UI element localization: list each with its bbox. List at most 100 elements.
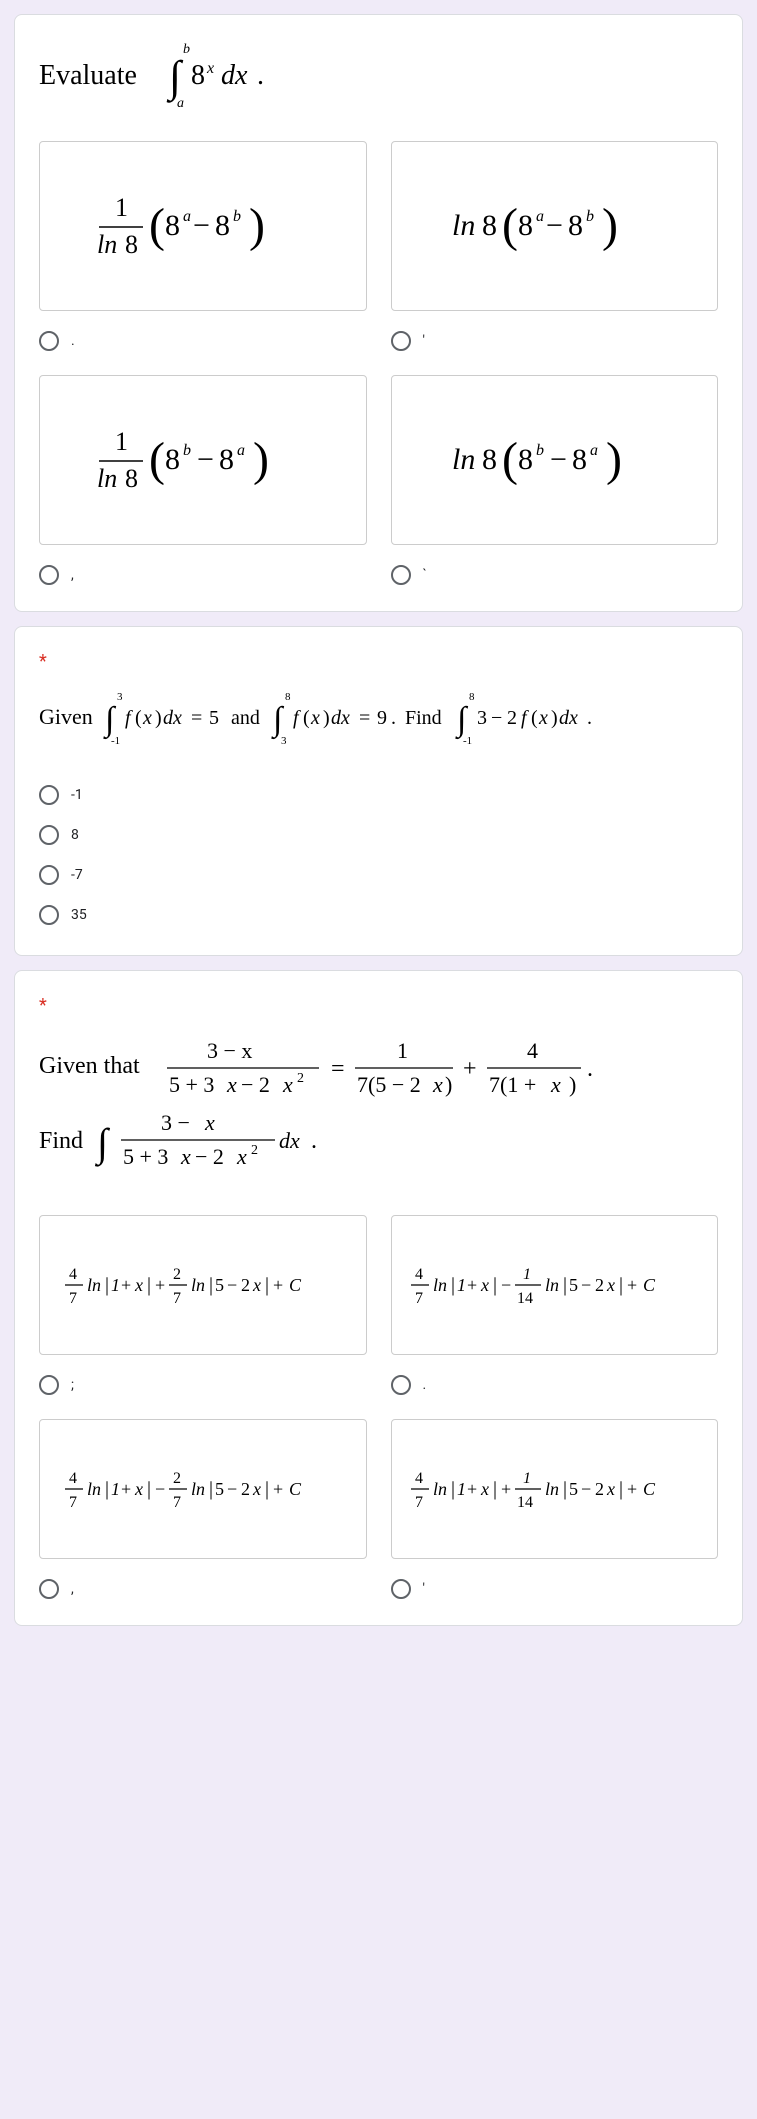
svg-text:2: 2 <box>241 1275 250 1295</box>
q3-option-0-formula: 4 7 ln | 1 + x | + 2 7 ln | 5 − <box>39 1215 367 1355</box>
svg-text:|: | <box>493 1478 497 1500</box>
svg-text:8: 8 <box>568 209 583 242</box>
q3-option-2-label: , <box>71 1581 74 1597</box>
radio-icon[interactable] <box>39 865 59 885</box>
q1-prompt-svg: Evaluate ∫ a b 8 x dx . <box>39 39 299 109</box>
svg-text:2: 2 <box>173 1266 181 1283</box>
q3-option-3-radio-row[interactable]: ' <box>391 1573 719 1605</box>
radio-icon[interactable] <box>39 825 59 845</box>
q3-option-2-formula: 4 7 ln | 1 + x | − 2 7 ln | 5 − <box>39 1419 367 1559</box>
radio-icon[interactable] <box>39 905 59 925</box>
svg-text:b: b <box>183 42 190 57</box>
svg-text:Find: Find <box>39 1128 83 1154</box>
svg-text:a: a <box>183 208 191 225</box>
q3-option-2-radio-row[interactable]: , <box>39 1573 367 1605</box>
svg-text:a: a <box>536 208 544 225</box>
q2-answer-0[interactable]: -1 <box>39 775 718 815</box>
svg-text:5: 5 <box>569 1275 578 1295</box>
radio-icon[interactable] <box>39 785 59 805</box>
svg-text:f: f <box>293 707 301 729</box>
q2-answer-0-label: -1 <box>71 787 83 803</box>
q1-option-b: ln 8 ( 8 a − 8 b ) ' <box>391 141 719 357</box>
q3-option-0-radio-row[interactable]: ; <box>39 1369 367 1401</box>
q2-prompt: Given ∫ -1 3 f ( x ) dx = 5 and ∫ 3 8 f … <box>39 684 718 755</box>
svg-text:|: | <box>563 1274 567 1296</box>
svg-text:|: | <box>265 1478 269 1500</box>
svg-text:Find: Find <box>405 707 442 729</box>
q2-answer-1[interactable]: 8 <box>39 815 718 855</box>
radio-icon[interactable] <box>39 565 59 585</box>
svg-text:7: 7 <box>415 1494 423 1511</box>
q3-option-1-radio-row[interactable]: . <box>391 1369 719 1401</box>
q3-prompt: Given that 3 − x 5 + 3 x − 2 x 2 = 1 7(5… <box>39 1028 718 1191</box>
radio-icon[interactable] <box>391 565 411 585</box>
svg-text:7: 7 <box>173 1494 181 1511</box>
svg-text:ln: ln <box>87 1479 101 1499</box>
svg-text:f: f <box>125 707 133 729</box>
q3-option-0: 4 7 ln | 1 + x | + 2 7 ln | 5 − <box>39 1215 367 1401</box>
svg-text:7(1 +: 7(1 + <box>489 1072 536 1097</box>
svg-text:8: 8 <box>125 464 138 493</box>
q1-option-d-radio-row[interactable]: ` <box>391 559 719 591</box>
q2-answer-list: -1 8 -7 35 <box>39 775 718 935</box>
q2-answer-3[interactable]: 35 <box>39 895 718 935</box>
radio-icon[interactable] <box>39 331 59 351</box>
q3-option-0-label: ; <box>71 1377 74 1393</box>
svg-text:8: 8 <box>518 443 533 476</box>
q1-option-a-radio-row[interactable]: . <box>39 325 367 357</box>
q3-option-2: 4 7 ln | 1 + x | − 2 7 ln | 5 − <box>39 1419 367 1605</box>
svg-text:7: 7 <box>415 1290 423 1307</box>
q1-option-b-radio-row[interactable]: ' <box>391 325 719 357</box>
q3-option-3: 4 7 ln | 1 + x | + 1 14 ln | 5 − <box>391 1419 719 1605</box>
q2-answer-3-label: 35 <box>71 907 87 923</box>
svg-text:.: . <box>311 1128 317 1154</box>
svg-text:8: 8 <box>572 443 587 476</box>
q2-required-mark: * <box>39 651 718 672</box>
svg-text:dx: dx <box>163 707 182 729</box>
svg-text:2: 2 <box>595 1479 604 1499</box>
svg-text:−: − <box>227 1275 237 1295</box>
svg-text:7(5 − 2: 7(5 − 2 <box>357 1072 421 1097</box>
svg-text:.: . <box>587 1056 593 1082</box>
q1-option-b-label: ' <box>423 333 425 349</box>
svg-text:1: 1 <box>115 427 128 456</box>
svg-text:b: b <box>586 208 594 225</box>
q2-answer-2[interactable]: -7 <box>39 855 718 895</box>
svg-text:−: − <box>227 1479 237 1499</box>
svg-text:.: . <box>391 707 396 729</box>
svg-text:5: 5 <box>215 1275 224 1295</box>
svg-text:4: 4 <box>527 1038 538 1063</box>
svg-text:1: 1 <box>523 1266 531 1283</box>
svg-text:f: f <box>521 707 529 729</box>
q1-option-d-formula: ln 8 ( 8 b − 8 a ) <box>391 375 719 545</box>
question-3-card: * Given that 3 − x 5 + 3 x − 2 x 2 = 1 7… <box>14 970 743 1626</box>
svg-text:x: x <box>226 1072 237 1097</box>
radio-icon[interactable] <box>391 1579 411 1599</box>
svg-text:x: x <box>480 1479 489 1499</box>
svg-text:.: . <box>587 707 592 729</box>
svg-text:|: | <box>265 1274 269 1296</box>
svg-text:|: | <box>619 1274 623 1296</box>
svg-text:-1: -1 <box>463 735 472 747</box>
svg-text:−: − <box>546 209 563 242</box>
svg-text:2: 2 <box>595 1275 604 1295</box>
svg-text:): ) <box>445 1072 452 1097</box>
q3-option-3-formula: 4 7 ln | 1 + x | + 1 14 ln | 5 − <box>391 1419 719 1559</box>
svg-text:dx: dx <box>221 60 248 91</box>
radio-icon[interactable] <box>391 331 411 351</box>
radio-icon[interactable] <box>39 1375 59 1395</box>
svg-text:): ) <box>253 433 269 486</box>
radio-icon[interactable] <box>391 1375 411 1395</box>
svg-text:(: ( <box>303 707 310 729</box>
q3-option-1-formula: 4 7 ln | 1 + x | − 1 14 ln | 5 − <box>391 1215 719 1355</box>
q1-option-a-label: . <box>71 333 75 349</box>
svg-text:|: | <box>105 1274 109 1296</box>
radio-icon[interactable] <box>39 1579 59 1599</box>
svg-text:4: 4 <box>69 1470 77 1487</box>
svg-text:ln: ln <box>452 209 475 242</box>
svg-text:(: ( <box>135 707 142 729</box>
q1-option-c-radio-row[interactable]: , <box>39 559 367 591</box>
svg-text:+: + <box>273 1479 283 1499</box>
svg-text:2: 2 <box>241 1479 250 1499</box>
svg-text:ln: ln <box>87 1275 101 1295</box>
